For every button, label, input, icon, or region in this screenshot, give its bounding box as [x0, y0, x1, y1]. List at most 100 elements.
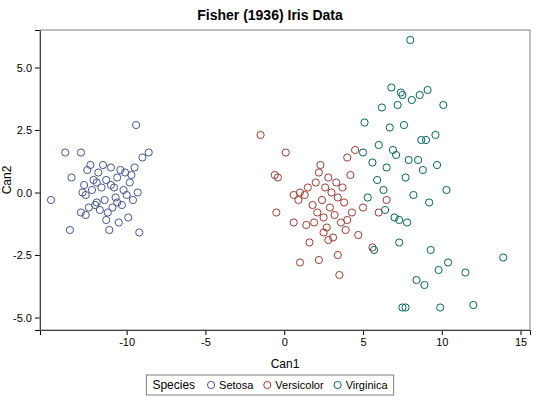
y-tick-label: -5.0 — [13, 312, 32, 324]
point — [440, 101, 447, 108]
point — [129, 196, 136, 203]
point — [77, 209, 84, 216]
y-tick-label: 0.0 — [17, 187, 32, 199]
x-axis-title: Can1 — [271, 357, 300, 371]
x-tick-mark — [284, 330, 285, 335]
background — [0, 0, 540, 405]
point — [126, 179, 133, 186]
point — [404, 219, 411, 226]
point — [352, 146, 359, 153]
point — [295, 196, 302, 203]
point — [443, 186, 450, 193]
x-tick-label: 10 — [436, 336, 448, 348]
point — [315, 169, 322, 176]
point — [318, 196, 325, 203]
x-axis-line — [41, 331, 531, 336]
point — [402, 174, 409, 181]
point — [334, 194, 341, 201]
point — [77, 149, 84, 156]
legend: SpeciesSetosaVersicolorVirginica — [146, 375, 393, 395]
point — [334, 251, 341, 258]
point — [320, 214, 327, 221]
y-axis: -5.0-2.50.02.55.0 — [13, 31, 40, 331]
legend-marker — [334, 381, 341, 388]
point — [375, 141, 382, 148]
point — [422, 136, 429, 143]
point — [115, 219, 122, 226]
point — [66, 226, 73, 233]
x-tick-label: -10 — [119, 336, 135, 348]
y-tick: 0.0 — [17, 187, 40, 199]
x-tick: 5 — [360, 330, 366, 348]
x-tick: 15 — [515, 330, 527, 348]
point — [290, 219, 297, 226]
x-tick: -5 — [201, 330, 211, 348]
x-tick-label: -5 — [201, 336, 211, 348]
series — [257, 131, 390, 278]
point — [312, 179, 319, 186]
point — [359, 204, 366, 211]
point — [110, 184, 117, 191]
x-tick-label: 0 — [282, 336, 288, 348]
point — [133, 121, 140, 128]
point — [347, 171, 354, 178]
point — [93, 199, 100, 206]
point — [314, 209, 321, 216]
y-tick-label: 5.0 — [17, 62, 32, 74]
point — [444, 259, 451, 266]
point — [408, 96, 415, 103]
point — [62, 149, 69, 156]
point — [383, 196, 390, 203]
point — [359, 149, 366, 156]
point — [131, 164, 138, 171]
point — [381, 206, 388, 213]
point — [326, 204, 333, 211]
point — [342, 226, 349, 233]
point — [306, 239, 313, 246]
point — [273, 209, 280, 216]
point — [394, 101, 401, 108]
point — [348, 209, 355, 216]
point — [99, 161, 106, 168]
point — [396, 239, 403, 246]
point — [296, 259, 303, 266]
plot-frame — [40, 30, 530, 330]
point — [304, 184, 311, 191]
point — [301, 191, 308, 198]
point — [339, 184, 346, 191]
point — [106, 226, 113, 233]
point — [282, 149, 289, 156]
points — [47, 36, 506, 311]
point — [369, 159, 376, 166]
point — [383, 164, 390, 171]
point — [145, 149, 152, 156]
legend-frame — [146, 375, 393, 395]
point — [325, 174, 332, 181]
point — [96, 206, 103, 213]
point — [437, 304, 444, 311]
point — [95, 169, 102, 176]
chart: Fisher (1936) Iris Data -10 -5 0 5 10 15 -5.0 -2… — [0, 0, 540, 405]
point — [416, 91, 423, 98]
point — [103, 216, 110, 223]
point — [413, 276, 420, 283]
title: Fisher (1936) Iris Data — [197, 7, 343, 23]
point — [386, 124, 393, 131]
legend-label: Virginica — [346, 379, 389, 391]
point — [274, 174, 281, 181]
y-tick: -2.5 — [13, 249, 40, 261]
series — [359, 36, 506, 311]
y-tick: -5.0 — [13, 312, 40, 324]
point — [392, 151, 399, 158]
point — [402, 304, 409, 311]
y-tick-mark — [35, 130, 40, 131]
point — [462, 269, 469, 276]
y-tick-label: -2.5 — [13, 249, 32, 261]
x-tick: 10 — [436, 330, 448, 348]
point — [123, 191, 130, 198]
point — [396, 216, 403, 223]
point — [101, 196, 108, 203]
point — [114, 174, 121, 181]
point — [435, 266, 442, 273]
point — [139, 154, 146, 161]
